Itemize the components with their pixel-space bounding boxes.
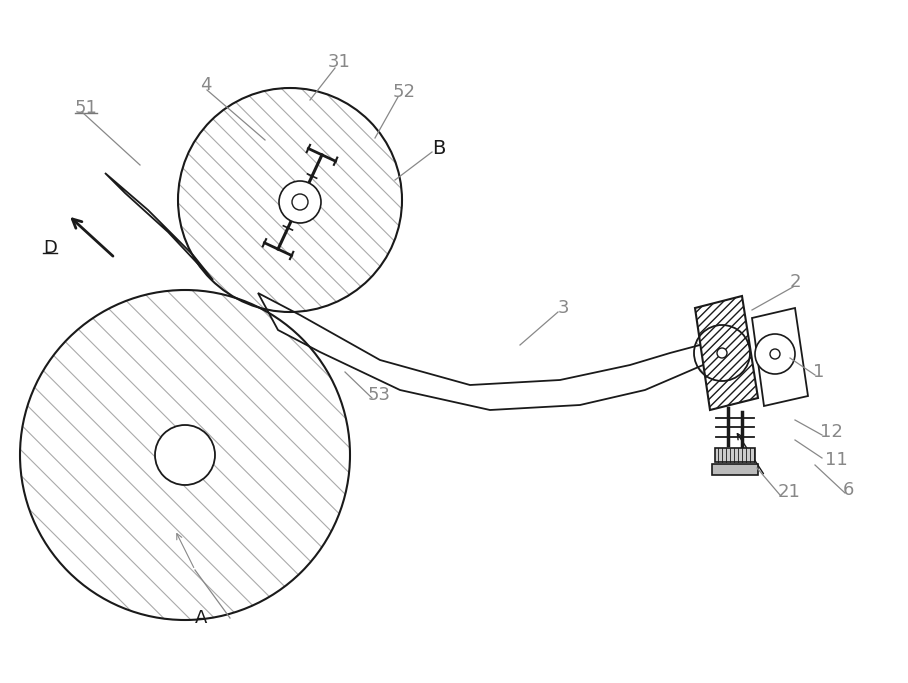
Text: 31: 31: [328, 53, 350, 71]
Polygon shape: [752, 308, 808, 406]
Text: 51: 51: [75, 99, 98, 117]
Text: 12: 12: [820, 423, 843, 441]
Text: 21: 21: [778, 483, 801, 501]
Polygon shape: [695, 296, 758, 410]
Polygon shape: [105, 173, 213, 280]
Circle shape: [292, 194, 308, 210]
Polygon shape: [712, 464, 758, 475]
Text: 11: 11: [825, 451, 848, 469]
Polygon shape: [715, 448, 755, 462]
Text: 6: 6: [843, 481, 854, 499]
Circle shape: [770, 349, 780, 359]
Text: 3: 3: [558, 299, 569, 317]
Text: 2: 2: [790, 273, 802, 291]
Text: 4: 4: [200, 76, 212, 94]
Circle shape: [755, 334, 795, 374]
Text: 52: 52: [393, 83, 416, 101]
Polygon shape: [258, 293, 720, 410]
Circle shape: [279, 181, 321, 223]
Circle shape: [717, 348, 727, 358]
Text: B: B: [432, 139, 446, 158]
Text: A: A: [195, 609, 207, 627]
Text: 53: 53: [368, 386, 391, 404]
Text: D: D: [43, 239, 57, 257]
Circle shape: [155, 425, 215, 485]
Text: 1: 1: [813, 363, 824, 381]
